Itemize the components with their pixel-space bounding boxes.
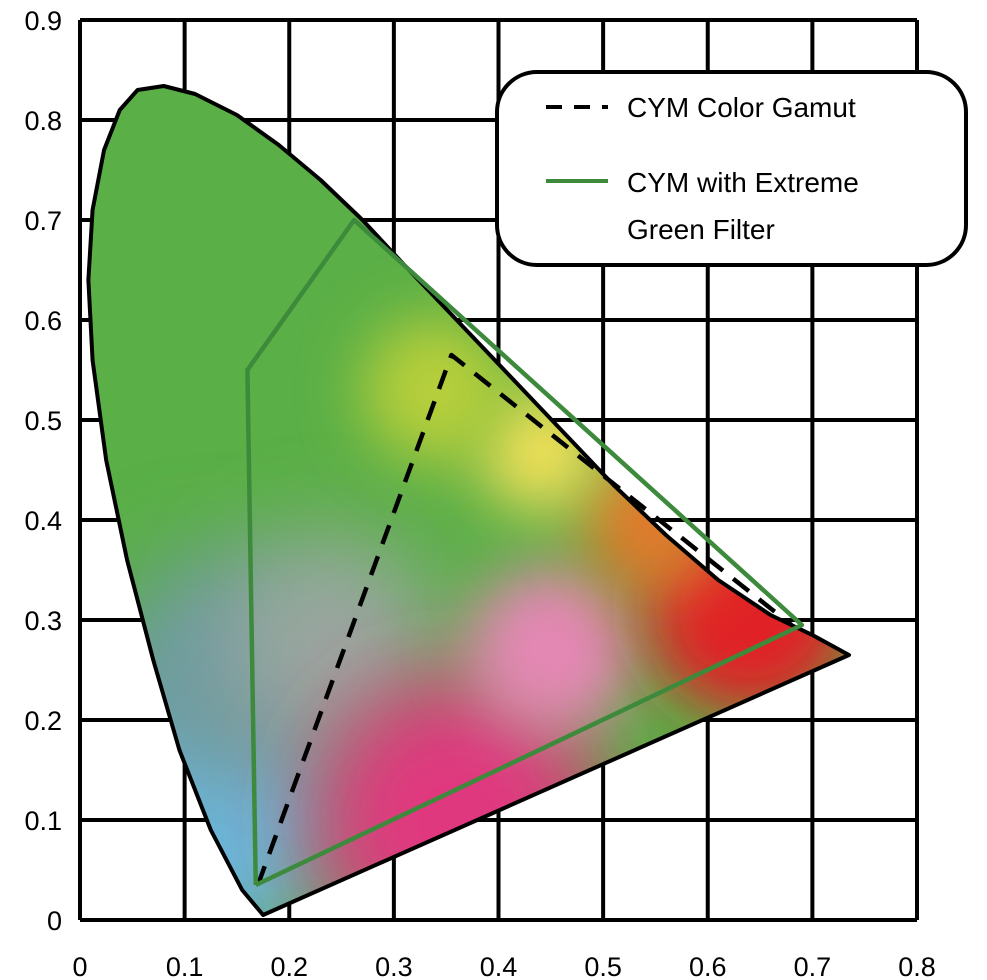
legend-label-green-filter-line2: Green Filter [627,214,775,245]
y-tick-label: 0.6 [24,306,62,336]
y-tick-label: 0.3 [24,606,62,636]
x-tick-label: 0.1 [166,952,204,980]
legend: CYM Color Gamut CYM with Extreme Green F… [495,70,968,267]
fill-neutral [226,535,436,745]
x-tick-label: 0.5 [584,952,622,980]
y-tick-label: 0.8 [24,106,62,136]
y-tick-label: 0 [47,906,62,936]
x-tick-label: 0.7 [794,952,832,980]
legend-box [495,70,968,267]
tick-labels: 0 0.1 0.2 0.3 0.4 0.5 0.6 0.7 0.8 0 0.1 0.2 0.3 0.4 0.… [24,6,935,980]
series-cym-extreme-green-filter [245,217,805,888]
x-tick-label: 0.2 [270,952,308,980]
fill-yellow-green [362,316,509,464]
fill-pink [467,566,635,734]
y-tick-label: 0.5 [24,406,62,436]
x-tick-label: 0.4 [480,952,518,980]
legend-label-cym-gamut: CYM Color Gamut [627,92,856,123]
series-cym-color-gamut [255,352,793,886]
x-tick-label: 0.3 [375,952,413,980]
y-tick-label: 0.4 [24,506,62,536]
x-tick-label: 0.6 [689,952,727,980]
y-tick-label: 0.1 [24,806,62,836]
series-layer [245,217,805,888]
x-tick-label: 0 [72,952,87,980]
y-tick-label: 0.9 [24,6,62,36]
legend-label-green-filter-line1: CYM with Extreme [627,167,859,198]
spectral-locus-outline [86,84,851,917]
y-tick-label: 0.7 [24,206,62,236]
y-tick-label: 0.2 [24,706,62,736]
x-tick-label: 0.8 [898,952,936,980]
